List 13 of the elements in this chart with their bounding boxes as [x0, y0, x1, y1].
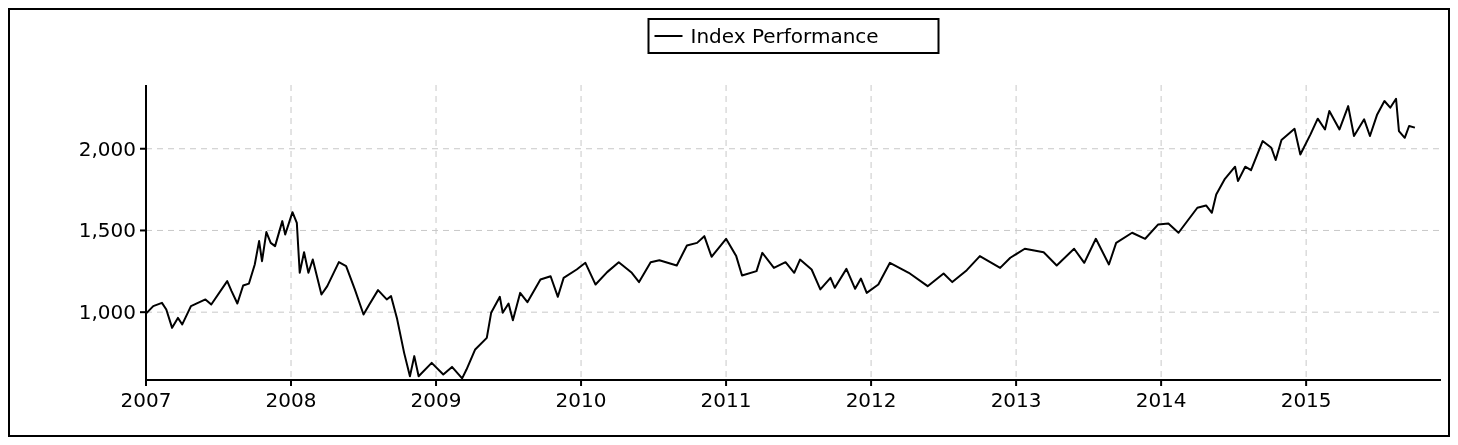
y-tick-label: 1,000 [78, 300, 136, 325]
legend-label: Index Performance [690, 24, 879, 48]
x-tick-label: 2015 [1280, 388, 1332, 412]
y-tick-label: 1,500 [78, 218, 136, 243]
y-tick-label: 2,000 [78, 136, 136, 161]
x-tick-label: 2008 [265, 388, 317, 412]
x-tick-label: 2009 [410, 388, 462, 412]
x-tick-label: 2007 [120, 388, 172, 412]
x-tick-label: 2013 [990, 388, 1042, 412]
x-tick-label: 2010 [555, 388, 607, 412]
x-tick-label: 2012 [845, 388, 897, 412]
x-tick-label: 2014 [1135, 388, 1187, 412]
x-tick-label: 2011 [700, 388, 752, 412]
